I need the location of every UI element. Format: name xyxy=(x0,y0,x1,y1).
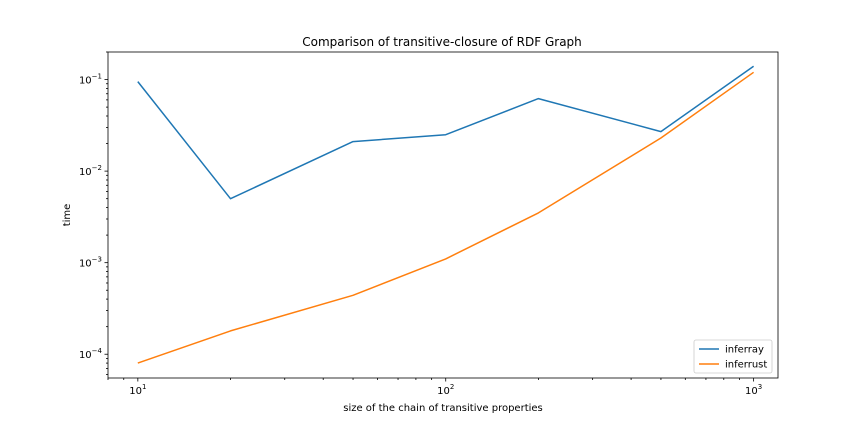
series-line-inferrust xyxy=(137,71,755,364)
series-line-inferray xyxy=(137,65,755,200)
legend-label-inferray: inferray xyxy=(725,345,764,356)
x-tick-label: 103 xyxy=(745,383,762,397)
x-axis: 101 102 103 xyxy=(107,378,762,397)
legend: inferray inferrust xyxy=(693,339,773,374)
x-axis-label: size of the chain of transitive properti… xyxy=(343,403,543,414)
chart-title: Comparison of transitive-closure of RDF … xyxy=(302,35,582,49)
y-axis: 10−4 10−3 10−2 10−1 xyxy=(79,51,108,375)
axes-frame xyxy=(107,51,779,379)
y-axis-label: time xyxy=(62,204,73,227)
x-tick-label: 102 xyxy=(437,383,454,397)
y-tick-label: 10−2 xyxy=(79,164,102,178)
x-tick-label: 101 xyxy=(129,383,146,397)
y-tick-label: 10−3 xyxy=(79,256,102,270)
plot-area xyxy=(137,65,755,364)
legend-label-inferrust: inferrust xyxy=(725,360,767,371)
y-tick-label: 10−4 xyxy=(79,347,103,361)
y-tick-label: 10−1 xyxy=(79,73,102,87)
